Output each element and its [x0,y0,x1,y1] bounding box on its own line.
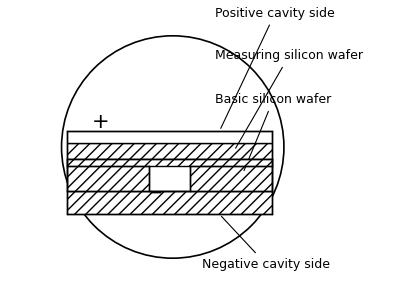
Text: +: + [92,112,110,132]
Text: Measuring silicon wafer: Measuring silicon wafer [215,49,363,148]
Text: −: − [148,183,162,201]
Text: Negative cavity side: Negative cavity side [202,216,330,270]
Text: Basic silicon wafer: Basic silicon wafer [215,93,332,171]
Bar [190,159,272,191]
Bar [67,131,272,143]
Bar [67,159,272,166]
Bar [67,159,149,191]
Text: Positive cavity side: Positive cavity side [215,7,335,128]
Bar [67,191,272,214]
Bar [67,143,272,159]
